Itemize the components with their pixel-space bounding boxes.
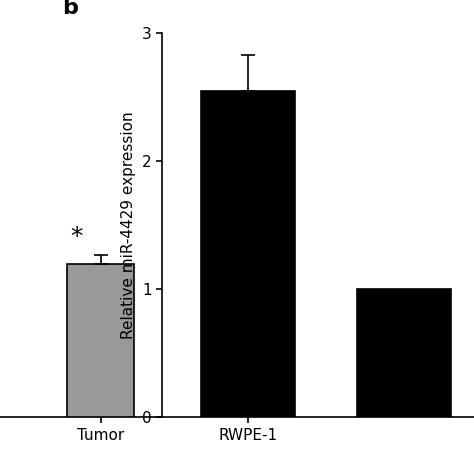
Text: b: b — [63, 0, 78, 18]
Text: *: * — [70, 226, 82, 249]
Bar — [67, 264, 134, 417]
Bar — [201, 91, 295, 417]
Y-axis label: Relative miR-4429 expression: Relative miR-4429 expression — [121, 111, 137, 339]
Bar — [357, 289, 451, 417]
